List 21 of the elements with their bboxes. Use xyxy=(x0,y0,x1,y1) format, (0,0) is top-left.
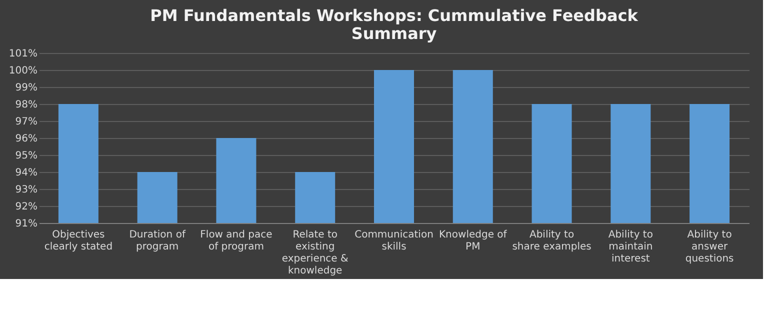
x-tick-label: Ability to maintain interest xyxy=(608,230,653,264)
y-tick-label: 93% xyxy=(15,184,38,196)
x-tick-label: Relate to existing experience & knowledge xyxy=(282,230,349,276)
y-tick-label: 99% xyxy=(15,82,38,94)
x-tick-label: Flow and pace of program xyxy=(200,230,272,252)
x-tick-label: Objectives clearly stated xyxy=(44,230,113,252)
y-tick-label: 95% xyxy=(15,150,38,162)
y-tick-label: 100% xyxy=(8,66,38,76)
y-tick-label: 91% xyxy=(15,218,38,230)
chart-title: PM Fundamentals Workshops: Cummulative Feedback Summary xyxy=(150,6,638,43)
y-tick-label: 94% xyxy=(15,168,38,178)
x-tick-label: Ability to share examples xyxy=(512,230,592,252)
x-tick-label: Ability to answer questions xyxy=(685,230,734,264)
x-tick-label: Duration of program xyxy=(129,230,186,252)
y-tick-label: 98% xyxy=(15,100,38,110)
y-tick-label: 92% xyxy=(15,202,38,212)
y-tick-label: 97% xyxy=(15,116,38,128)
x-tick-label: Knowledge of PM xyxy=(438,230,508,252)
x-tick-label: Communication skills xyxy=(354,230,434,252)
y-tick-label: 101% xyxy=(8,48,38,60)
y-tick-label: 96% xyxy=(15,134,38,144)
